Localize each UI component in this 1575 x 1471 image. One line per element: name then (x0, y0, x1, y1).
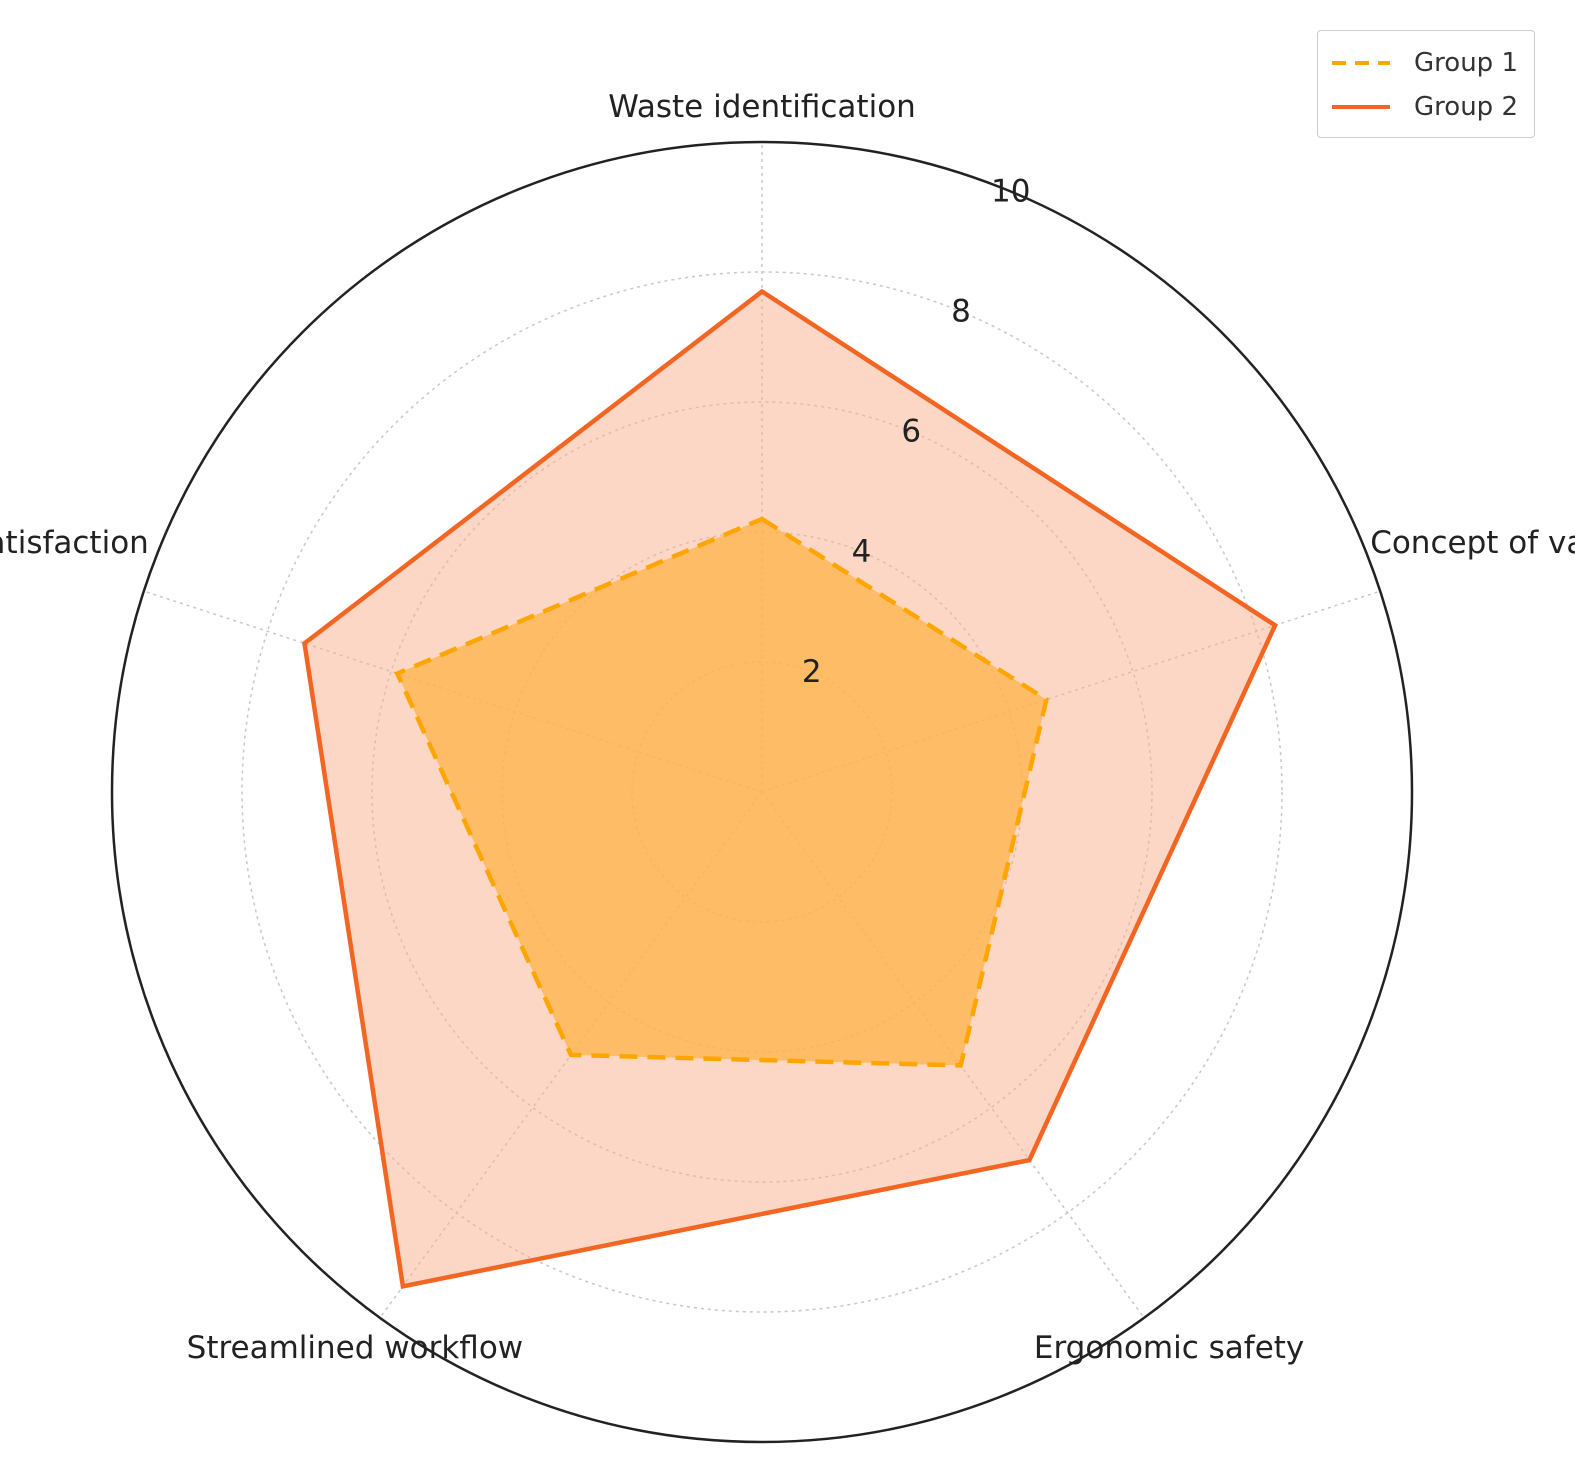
legend-entry-group-2: Group 2 (1330, 85, 1518, 129)
radial-tick-label: 8 (951, 294, 971, 330)
series-fill-1 (397, 519, 1047, 1066)
radial-tick-label: 4 (852, 534, 872, 570)
legend: Group 1 Group 2 (1317, 30, 1535, 138)
axis-label: Streamlined workflow (187, 1330, 524, 1366)
series-line-2 (302, 288, 1278, 1289)
legend-label: Group 2 (1414, 92, 1518, 122)
axis-label: Waste identification (608, 89, 916, 125)
radial-tick-label: 6 (901, 414, 921, 450)
legend-entry-group-1: Group 1 (1330, 41, 1518, 85)
label-layer: 2 4 6 8 10 Waste identification Concept of val… (0, 89, 1575, 1366)
axis-label: Ergonomic safety (1034, 1330, 1304, 1366)
radial-tick-label: 10 (991, 174, 1030, 210)
legend-label: Group 1 (1414, 48, 1518, 78)
legend-swatch-solid (1332, 105, 1391, 109)
axis-label: Concept of value (1370, 525, 1575, 561)
axis-label: Satisfaction (0, 525, 149, 561)
series-layer (302, 288, 1278, 1289)
series-line-1 (394, 516, 1049, 1068)
radial-tick-label: 2 (802, 654, 822, 690)
outer-circle (110, 140, 1414, 1444)
legend-swatch-dashed (1332, 61, 1391, 65)
